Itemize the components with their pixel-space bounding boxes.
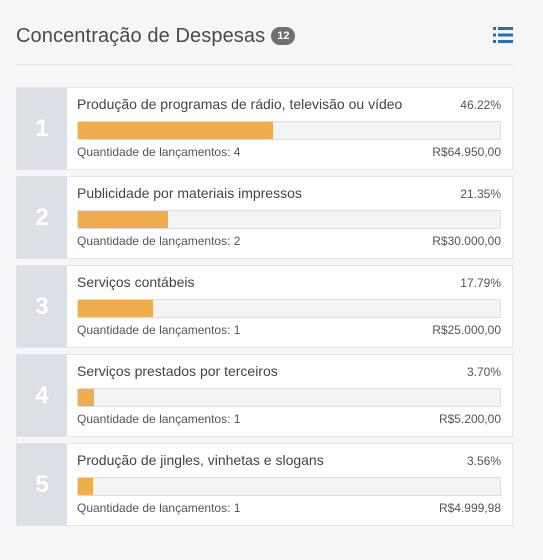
panel-title: Concentração de Despesas bbox=[16, 24, 266, 47]
list-item: 4 Serviços prestados por terceiros 3.70%… bbox=[16, 354, 513, 437]
rank-number: 3 bbox=[17, 266, 67, 347]
progress-bar bbox=[77, 210, 501, 229]
expense-amount: R$4.999,98 bbox=[438, 501, 501, 515]
expense-amount: R$25.000,00 bbox=[432, 323, 501, 337]
list-icon[interactable] bbox=[493, 26, 513, 44]
panel-header: Concentração de Despesas 12 bbox=[16, 22, 513, 50]
list-item: 2 Publicidade por materiais impressos 21… bbox=[16, 176, 513, 259]
expense-name: Produção de programas de rádio, televisã… bbox=[77, 96, 403, 112]
list-item: 3 Serviços contábeis 17.79% Quantidade d… bbox=[16, 265, 513, 348]
header-divider bbox=[16, 64, 513, 65]
progress-bar bbox=[77, 299, 501, 318]
progress-bar bbox=[77, 121, 501, 140]
entry-count: Quantidade de lançamentos: 1 bbox=[77, 412, 241, 426]
progress-fill bbox=[78, 478, 94, 495]
entry-count: Quantidade de lançamentos: 4 bbox=[77, 145, 241, 159]
expense-name: Produção de jingles, vinhetas e slogans bbox=[77, 452, 324, 468]
expense-amount: R$5.200,00 bbox=[438, 412, 501, 426]
progress-fill bbox=[78, 389, 94, 406]
progress-fill bbox=[78, 300, 154, 317]
expense-percent: 46.22% bbox=[460, 98, 501, 112]
count-badge: 12 bbox=[271, 27, 296, 45]
expense-percent: 21.35% bbox=[460, 187, 501, 201]
progress-bar bbox=[77, 388, 501, 407]
progress-fill bbox=[78, 122, 274, 139]
entry-count: Quantidade de lançamentos: 1 bbox=[77, 323, 241, 337]
rank-number: 5 bbox=[17, 444, 67, 525]
entry-count: Quantidade de lançamentos: 1 bbox=[77, 501, 241, 515]
list-item: 1 Produção de programas de rádio, televi… bbox=[16, 87, 513, 170]
list-item: 5 Produção de jingles, vinhetas e slogan… bbox=[16, 443, 513, 526]
rank-number: 4 bbox=[17, 355, 67, 436]
entry-count: Quantidade de lançamentos: 2 bbox=[77, 234, 241, 248]
rank-number: 1 bbox=[17, 88, 67, 169]
expense-list: 1 Produção de programas de rádio, televi… bbox=[16, 87, 513, 532]
expense-percent: 3.56% bbox=[466, 454, 501, 468]
progress-bar bbox=[77, 477, 501, 496]
expense-name: Publicidade por materiais impressos bbox=[77, 185, 302, 201]
expense-amount: R$64.950,00 bbox=[432, 145, 501, 159]
progress-fill bbox=[78, 211, 169, 228]
rank-number: 2 bbox=[17, 177, 67, 258]
expense-name: Serviços prestados por terceiros bbox=[77, 363, 278, 379]
expense-percent: 17.79% bbox=[460, 276, 501, 290]
expense-amount: R$30.000,00 bbox=[432, 234, 501, 248]
expense-percent: 3.70% bbox=[466, 365, 501, 379]
expense-name: Serviços contábeis bbox=[77, 274, 195, 290]
